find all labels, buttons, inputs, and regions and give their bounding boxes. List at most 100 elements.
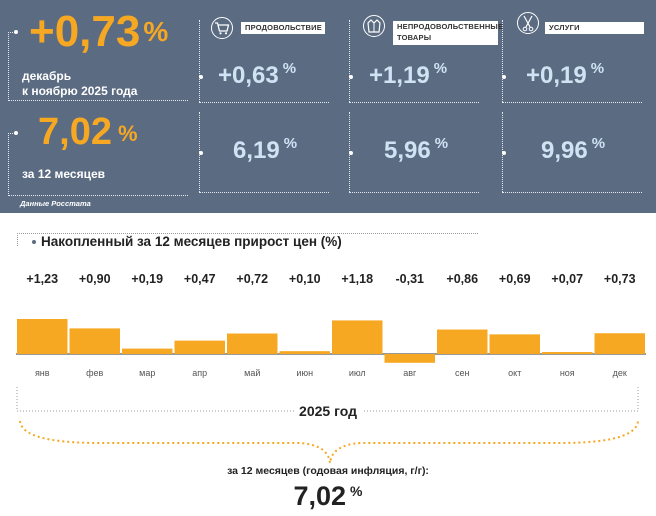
summary-panel: +0,73% декабрь к ноябрю 2025 года 7,02% …	[0, 0, 656, 213]
annual-bracket	[8, 133, 17, 196]
services-monthly-value: +0,19%	[526, 60, 605, 90]
bar-апр	[174, 340, 225, 354]
food-label: ПРОДОВОЛЬСТВИЕ	[241, 22, 325, 34]
monthly-label-line1: декабрь	[22, 69, 72, 83]
category-label-дек: дек	[613, 368, 627, 378]
chart-title: Накопленный за 12 месяцев прирост цен (%…	[41, 234, 346, 249]
services-monthly-unit: %	[590, 60, 605, 77]
value-label-окт: +0,69	[499, 272, 531, 286]
nonfood-monthly-value: +1,19%	[369, 60, 448, 90]
nonfood-divider	[349, 20, 350, 102]
monthly-dot	[14, 30, 18, 34]
food-annual-number: 6,19	[233, 137, 280, 164]
value-label-авг: -0,31	[396, 272, 425, 286]
monthly-bracket	[8, 32, 17, 101]
bar-сен	[437, 329, 488, 354]
annual-dot	[14, 131, 18, 135]
category-label-янв: янв	[35, 368, 50, 378]
annual-inflation-footer: 7,02%	[0, 481, 656, 512]
footer-value-number: 7,02	[293, 481, 347, 511]
services-monthly-number: +0,19	[526, 62, 587, 89]
category-label-сен: сен	[455, 368, 470, 378]
services-monthly-bottom	[502, 102, 642, 103]
monthly-bracket-bottom	[8, 100, 188, 101]
jacket-icon	[363, 15, 385, 37]
food-monthly-value: +0,63%	[218, 60, 297, 90]
category-label-июн: июн	[296, 368, 313, 378]
annual-value-unit: %	[117, 121, 138, 146]
nonfood-annual-bottom	[349, 192, 479, 193]
category-label-ноя: ноя	[560, 368, 575, 378]
bar-chart: +1,23 янв +0,90 фев +0,19 мар +0,47 апр +0,72 май…	[16, 272, 646, 378]
services-annual-dot	[502, 151, 506, 155]
period-label: 2025 год	[299, 403, 357, 419]
nonfood-monthly-bottom	[349, 102, 479, 103]
bar-дек	[594, 333, 645, 354]
services-annual-number: 9,96	[541, 137, 588, 164]
annual-inflation-caption: за 12 месяцев (годовая инфляция, г/г):	[227, 465, 429, 477]
nonfood-monthly-number: +1,19	[369, 62, 430, 89]
value-label-май: +0,72	[236, 272, 268, 286]
food-monthly-bottom	[199, 102, 329, 103]
value-label-дек: +0,73	[604, 272, 636, 286]
bar-авг	[384, 354, 435, 363]
source-note: Данные Росстата	[20, 199, 91, 208]
value-label-мар: +0,19	[131, 272, 163, 286]
chart-title-bracket	[17, 233, 478, 246]
category-label-окт: окт	[508, 368, 521, 378]
services-annual-value: 9,96%	[541, 135, 606, 165]
nonfood-annual-number: 5,96	[384, 137, 431, 164]
monthly-value-number: +0,73	[29, 7, 141, 56]
value-label-фев: +0,90	[79, 272, 111, 286]
annual-label: за 12 месяцев	[22, 167, 105, 181]
food-annual-unit: %	[283, 135, 298, 152]
period-bracket	[16, 387, 639, 464]
food-annual-dot	[199, 151, 203, 155]
services-label: УСЛУГИ	[545, 22, 644, 34]
food-monthly-dot	[199, 75, 203, 79]
annual-inflation-value: 7,02%	[38, 110, 138, 154]
monthly-label-line2: к ноябрю 2025 года	[22, 84, 138, 98]
services-divider	[502, 20, 503, 102]
services-annual-unit: %	[591, 135, 606, 152]
scissors-comb-icon	[517, 12, 539, 34]
category-label-июл: июл	[349, 368, 366, 378]
food-monthly-unit: %	[282, 60, 297, 77]
food-divider	[199, 20, 200, 102]
food-annual-value: 6,19%	[233, 135, 298, 165]
bar-июн	[279, 351, 330, 354]
bar-фев	[69, 328, 120, 354]
services-monthly-dot	[502, 75, 506, 79]
annual-bracket-bottom	[8, 195, 188, 196]
category-label-апр: апр	[192, 368, 207, 378]
bar-мар	[122, 348, 173, 354]
value-label-ноя: +0,07	[551, 272, 583, 286]
monthly-inflation-value: +0,73%	[29, 6, 168, 58]
category-label-мар: мар	[139, 368, 155, 378]
shopping-cart-icon	[211, 17, 233, 39]
category-label-май: май	[244, 368, 260, 378]
annual-value-number: 7,02	[38, 111, 112, 153]
footer-value-unit: %	[350, 483, 363, 499]
bar-июл	[332, 320, 383, 354]
nonfood-annual-value: 5,96%	[384, 135, 449, 165]
nonfood-label: НЕПРОДОВОЛЬСТВЕННЫЕ ТОВАРЫ	[393, 21, 503, 45]
nonfood-monthly-dot	[349, 75, 353, 79]
value-label-апр: +0,47	[184, 272, 216, 286]
nonfood-annual-unit: %	[434, 135, 449, 152]
bar-май	[227, 333, 278, 354]
value-label-июн: +0,10	[289, 272, 321, 286]
monthly-value-unit: %	[143, 16, 169, 47]
chart-title-dot	[32, 240, 36, 244]
value-label-июл: +1,18	[341, 272, 373, 286]
bar-ноя	[542, 352, 593, 354]
nonfood-annual-dot	[349, 151, 353, 155]
category-label-фев: фев	[86, 368, 103, 378]
nonfood-monthly-unit: %	[433, 60, 448, 77]
bar-янв	[17, 319, 68, 354]
food-monthly-number: +0,63	[218, 62, 279, 89]
value-label-янв: +1,23	[26, 272, 58, 286]
food-annual-bottom	[199, 192, 329, 193]
category-label-авг: авг	[403, 368, 417, 378]
bar-окт	[489, 334, 540, 354]
